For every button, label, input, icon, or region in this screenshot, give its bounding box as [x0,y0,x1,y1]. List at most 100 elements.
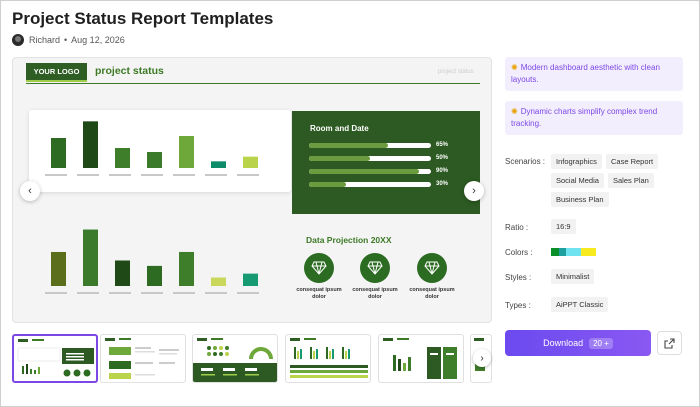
thumbnail-slide-4[interactable] [285,334,371,383]
feature-card: ✺ Dynamic charts simplify complex trend t… [505,101,683,135]
type-tag[interactable]: AiPPT Classic [551,297,609,312]
feature-text: Modern dashboard aesthetic with clean la… [511,63,660,84]
progress-fill [309,156,370,161]
download-button[interactable]: Download 20 + [505,330,651,356]
thumbnail-image [17,339,94,377]
share-button[interactable] [657,331,682,355]
legend-mark [173,292,195,294]
legend-mark [141,174,163,176]
feature-text: Dynamic charts simplify complex trend tr… [511,107,658,128]
chart-bar [83,229,98,286]
colors-label: Colors : [505,248,533,257]
chart-bar [147,265,162,286]
thumbnail-slide-1[interactable] [12,334,98,383]
scenario-tag[interactable]: Infographics [551,154,602,169]
progress-bar [309,143,431,148]
chart-bar [243,273,258,286]
projection-title: Data Projection 20XX [306,235,392,245]
chevron-right-icon: › [480,352,484,364]
legend-mark [77,292,99,294]
color-swatch [566,248,581,256]
slide-logo: YOUR LOGO [26,63,87,80]
author-name[interactable]: Richard [29,35,61,45]
color-swatch [551,248,566,256]
sparkle-icon: ✺ [511,107,518,116]
diamond-icon [417,253,447,283]
credit-badge: 20 + [589,337,613,349]
progress-label: 30% [436,181,449,187]
styles-label: Styles : [505,273,532,282]
legend-mark [237,174,259,176]
slide-title: project status [95,65,164,77]
progress-fill [309,182,346,187]
legend-mark [45,292,67,294]
projection-item-label: consequat ipsum dolor [352,287,398,300]
scenario-tag[interactable]: Case Report [606,154,659,169]
color-swatches [551,248,596,256]
chevron-left-icon: ‹ [28,185,32,197]
scenarios-label: Scenarios : [505,157,546,166]
progress-bar [309,169,431,174]
chart-bar [115,260,130,286]
bar-chart-bottom [45,229,259,294]
chart-bar [243,156,258,168]
legend-mark [109,292,131,294]
progress-fill [309,169,419,174]
thumbnail-slide-5[interactable] [378,334,464,383]
author-line: Richard • Aug 12, 2026 [12,34,125,46]
legend-mark [237,292,259,294]
legend-mark [109,174,131,176]
thumbnail-image [193,338,277,382]
projection-item-label: consequat ipsum dolor [296,287,342,300]
types-label: Types : [505,301,531,310]
progress-label: 90% [436,168,449,174]
thumbnails-next-button[interactable]: › [473,349,491,367]
previous-slide-button[interactable]: ‹ [20,181,40,201]
chart-bar [211,277,226,286]
bar-chart-top [45,121,259,176]
progress-label: 65% [436,142,449,148]
chart-bar [179,136,194,168]
legend-mark [205,174,227,176]
ratio-tag: 16:9 [551,219,576,234]
scenario-tag[interactable]: Sales Plan [608,173,654,188]
next-slide-button[interactable]: › [464,181,484,201]
download-label: Download [543,338,584,348]
slide-ghost-title: project status [438,69,474,75]
main-preview-slide: YOUR LOGO project status project status … [12,57,492,323]
avatar [12,34,24,46]
page-title: Project Status Report Templates [12,9,274,28]
style-tag[interactable]: Minimalist [551,269,595,284]
share-icon [664,337,675,349]
thumbnail-image [383,338,457,379]
chart-bar [83,121,98,168]
legend-mark [45,174,67,176]
room-date-title: Room and Date [310,124,369,133]
diamond-icon [360,253,390,283]
thumbnail-slide-2[interactable] [100,334,186,383]
diamond-icon [304,253,334,283]
chart-bar [179,251,194,286]
progress-fill [309,143,389,148]
chart-bar [211,161,226,168]
publish-date: Aug 12, 2026 [71,35,125,45]
chevron-right-icon: › [472,185,476,197]
separator-dot: • [64,35,68,45]
logo-underline [26,80,87,82]
legend-mark [205,292,227,294]
ratio-label: Ratio : [505,223,529,232]
thumbnail-slide-3[interactable] [192,334,278,383]
legend-mark [77,174,99,176]
feature-card: ✺ Modern dashboard aesthetic with clean l… [505,57,683,91]
download-count: 20 [593,338,603,348]
chart-bar [115,148,130,168]
projection-item-label: consequat ipsum dolor [409,287,455,300]
chart-card [29,110,291,192]
scenario-tag[interactable]: Business Plan [551,192,609,207]
thumbnail-image [290,338,368,378]
color-swatch [581,248,596,256]
scenario-tag[interactable]: Social Media [551,173,604,188]
chart-bar [147,152,162,168]
legend-mark [173,174,195,176]
thumbnail-image [105,338,179,379]
